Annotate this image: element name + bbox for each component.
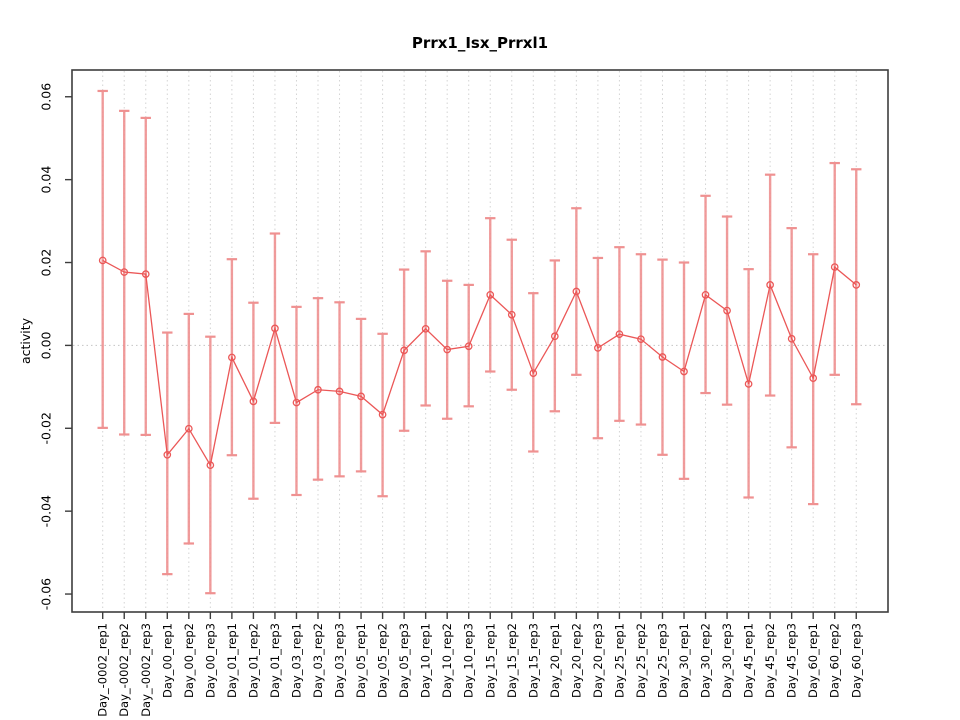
x-tick-label: Day_10_rep1 bbox=[419, 623, 433, 698]
error-bars-group bbox=[97, 89, 862, 595]
series-line bbox=[102, 259, 857, 467]
data-point bbox=[357, 392, 365, 401]
data-point bbox=[464, 342, 473, 351]
x-tick-label: Day_03_rep3 bbox=[333, 623, 347, 698]
x-tick-label: Day_00_rep1 bbox=[160, 623, 174, 698]
x-tick-label: Day_05_rep1 bbox=[354, 623, 368, 698]
x-tick-label: Day_30_rep1 bbox=[677, 623, 691, 698]
x-tick-label: Day_01_rep1 bbox=[225, 623, 239, 698]
x-tick-label: Day_03_rep1 bbox=[289, 623, 303, 698]
data-point bbox=[658, 353, 667, 361]
data-point bbox=[378, 410, 387, 419]
y-tick-label: -0.06 bbox=[38, 578, 53, 610]
data-point bbox=[723, 306, 731, 315]
data-point bbox=[335, 387, 344, 396]
x-tick-label: Day_60_rep2 bbox=[828, 623, 842, 698]
y-tick-label: -0.02 bbox=[38, 412, 53, 444]
x-tick-label: Day_01_rep3 bbox=[268, 623, 282, 698]
data-point bbox=[615, 330, 624, 339]
plot-box bbox=[71, 69, 889, 613]
x-tick-label: Day_05_rep2 bbox=[376, 623, 390, 698]
x-tick-label: Day_30_rep3 bbox=[720, 623, 734, 698]
data-point bbox=[141, 270, 150, 278]
data-point bbox=[809, 374, 818, 382]
x-tick-label: Day_25_rep2 bbox=[634, 623, 648, 698]
data-point bbox=[249, 397, 258, 406]
y-tick-label: 0.04 bbox=[38, 166, 53, 194]
x-tick-label: Day_01_rep2 bbox=[246, 623, 260, 698]
error-bar bbox=[334, 301, 345, 478]
data-point bbox=[228, 353, 236, 362]
x-tick-label: Day_45_rep2 bbox=[763, 623, 777, 698]
x-tick-label: Day_00_rep2 bbox=[182, 623, 196, 698]
data-point bbox=[830, 263, 839, 271]
data-point bbox=[550, 332, 559, 341]
x-tick-label: Day_60_rep1 bbox=[806, 623, 820, 698]
data-point bbox=[206, 461, 215, 470]
x-tick-label: Day_-0002_rep3 bbox=[139, 623, 153, 717]
data-point bbox=[852, 281, 861, 289]
data-point bbox=[594, 344, 602, 352]
x-tick-label: Day_45_rep1 bbox=[742, 623, 756, 698]
data-point bbox=[120, 268, 129, 276]
x-tick-label: Day_15_rep1 bbox=[483, 623, 497, 698]
y-tick-label: 0.06 bbox=[38, 83, 53, 111]
x-tick-label: Day_15_rep3 bbox=[526, 623, 540, 698]
x-tick-label: Day_00_rep3 bbox=[203, 623, 217, 698]
chart-title: Prrx1_Isx_Prrxl1 bbox=[412, 34, 548, 52]
data-point bbox=[680, 367, 688, 376]
x-tick-label: Day_25_rep3 bbox=[656, 623, 670, 698]
data-point bbox=[529, 369, 538, 378]
data-point bbox=[744, 380, 753, 388]
x-tick-label: Day_25_rep1 bbox=[612, 623, 626, 698]
x-tick-label: Day_20_rep1 bbox=[548, 623, 562, 698]
x-tick-label: Day_10_rep2 bbox=[440, 623, 454, 698]
data-point bbox=[98, 256, 107, 265]
data-point bbox=[184, 424, 193, 433]
data-point bbox=[701, 290, 710, 299]
x-axis-group: Day_-0002_rep1 Day_-0002_rep2 Day_-0002_re… bbox=[96, 612, 863, 717]
data-point bbox=[314, 385, 322, 394]
data-point bbox=[637, 335, 645, 344]
data-point bbox=[271, 324, 279, 333]
points-group bbox=[98, 256, 861, 470]
data-point bbox=[163, 450, 172, 459]
x-tick-label: Day_15_rep2 bbox=[505, 623, 519, 698]
x-tick-label: Day_20_rep2 bbox=[569, 623, 583, 698]
x-tick-label: Day_-0002_rep2 bbox=[117, 623, 131, 717]
y-tick-label: 0.02 bbox=[38, 249, 53, 277]
data-point bbox=[766, 281, 774, 289]
x-tick-label: Day_-0002_rep1 bbox=[96, 623, 110, 717]
x-tick-label: Day_45_rep3 bbox=[785, 623, 799, 698]
data-point bbox=[572, 287, 581, 296]
error-bar bbox=[355, 317, 367, 473]
error-bar bbox=[312, 297, 324, 481]
x-tick-label: Day_20_rep3 bbox=[591, 623, 605, 698]
x-tick-label: Day_05_rep3 bbox=[397, 623, 411, 698]
y-axis-group: 0.06 0.04 0.02 0.00 -0.02 -0.04 -0.06 bbox=[38, 83, 72, 610]
x-tick-label: Day_30_rep2 bbox=[699, 623, 713, 698]
data-point bbox=[400, 346, 408, 355]
x-tick-label: Day_10_rep3 bbox=[462, 623, 476, 698]
data-point bbox=[507, 310, 516, 319]
data-point bbox=[787, 334, 796, 343]
x-tick-label: Day_60_rep3 bbox=[849, 623, 863, 698]
data-point bbox=[292, 398, 301, 407]
data-point bbox=[443, 345, 452, 354]
y-tick-label: -0.04 bbox=[38, 495, 53, 527]
y-axis-label: activity bbox=[18, 317, 33, 364]
error-bar bbox=[97, 89, 108, 429]
y-tick-label: 0.00 bbox=[38, 331, 53, 359]
data-point bbox=[421, 324, 430, 333]
error-bar bbox=[851, 168, 862, 406]
x-tick-label: Day_03_rep2 bbox=[311, 623, 325, 698]
data-point bbox=[486, 290, 495, 299]
